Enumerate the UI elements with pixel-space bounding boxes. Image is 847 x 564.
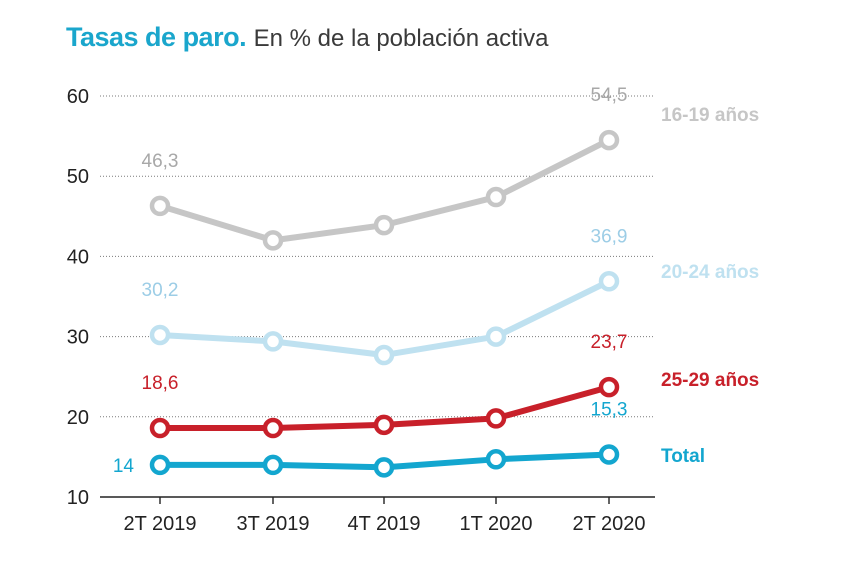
data-point <box>373 344 395 366</box>
data-point <box>149 417 171 439</box>
chart-title-main: Tasas de paro. <box>66 22 247 52</box>
data-point <box>485 408 507 429</box>
data-point <box>149 324 171 346</box>
series-name-label: 16-19 años <box>661 105 759 126</box>
data-label: 18,6 <box>142 373 179 394</box>
data-label: 30,2 <box>142 280 179 301</box>
data-point <box>598 129 620 151</box>
data-point <box>149 454 171 476</box>
y-tick-label: 60 <box>67 86 89 108</box>
chart-subtitle: En % de la población activa <box>253 25 549 52</box>
series-line <box>157 278 612 359</box>
data-point <box>598 444 620 465</box>
data-label: 36,9 <box>591 226 628 247</box>
x-tick-label: 4T 2019 <box>347 513 420 535</box>
data-point <box>598 376 620 398</box>
data-point <box>373 214 395 236</box>
data-label: 14 <box>113 456 135 477</box>
series-name-label: 25-29 años <box>661 370 759 391</box>
data-point <box>598 271 620 292</box>
data-point <box>485 186 507 208</box>
data-label: 15,3 <box>591 399 628 420</box>
data-label: 23,7 <box>591 332 628 353</box>
data-point <box>262 417 284 439</box>
chart-title: Tasas de paro. En % de la población acti… <box>66 22 548 53</box>
data-point <box>485 326 507 347</box>
x-tick-label: 1T 2020 <box>459 513 532 535</box>
y-tick-label: 50 <box>67 166 89 188</box>
data-point <box>485 449 507 470</box>
data-point <box>262 230 284 251</box>
y-tick-label: 40 <box>67 246 89 268</box>
series-name-label: 20-24 años <box>661 262 759 283</box>
series-name-label: Total <box>661 446 705 467</box>
data-point <box>262 454 284 476</box>
y-tick-label: 30 <box>67 327 89 349</box>
data-label: 54,5 <box>591 85 628 106</box>
data-point <box>373 457 395 478</box>
y-tick-label: 10 <box>67 487 89 509</box>
x-tick-label: 3T 2019 <box>236 513 309 535</box>
data-point <box>149 195 171 217</box>
data-label: 46,3 <box>142 151 179 172</box>
data-point <box>373 414 395 436</box>
y-tick-label: 20 <box>67 407 89 429</box>
x-tick-label: 2T 2019 <box>123 513 196 535</box>
data-point <box>262 331 284 352</box>
x-tick-label: 2T 2020 <box>572 513 645 535</box>
